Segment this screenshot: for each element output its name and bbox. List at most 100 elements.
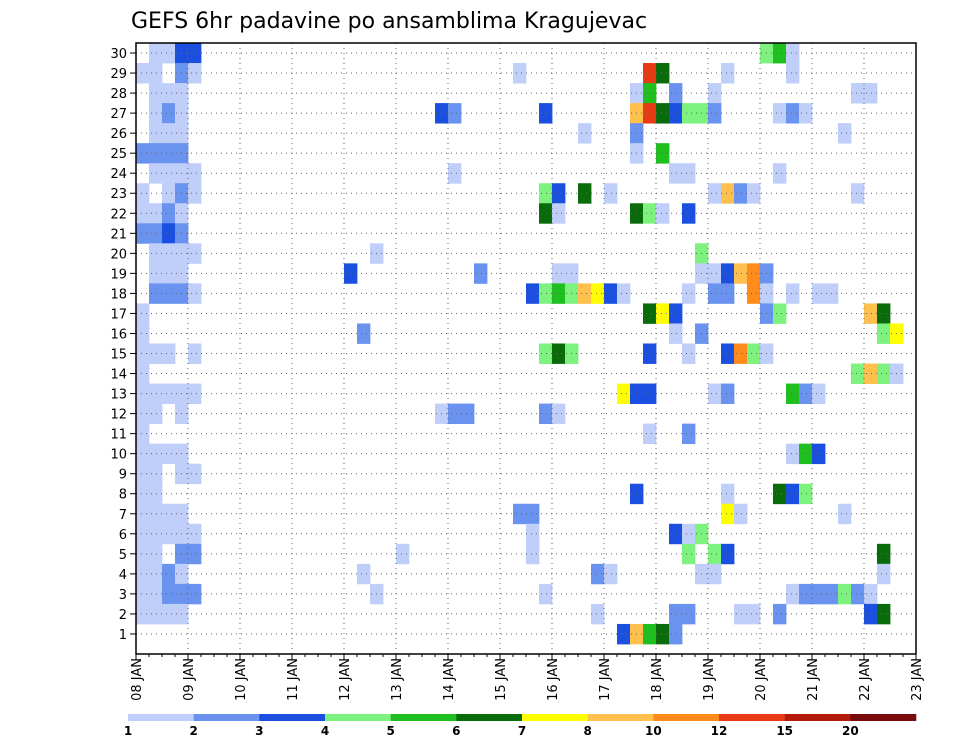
precip-cell	[877, 543, 891, 565]
precip-cell	[682, 283, 696, 304]
precip-cell	[149, 603, 163, 625]
precip-cell	[162, 583, 176, 605]
precip-cell	[448, 163, 462, 184]
precip-cell	[643, 103, 657, 124]
precip-cell	[136, 583, 150, 605]
y-tick-label: 6	[119, 528, 127, 543]
precip-cell	[591, 563, 605, 585]
precip-cell	[162, 243, 176, 264]
precip-cell	[669, 523, 683, 545]
precip-cell	[708, 383, 722, 404]
precip-cell	[838, 123, 852, 144]
precip-cell	[526, 543, 540, 565]
colorbar-label: 15	[776, 724, 793, 738]
precip-cell	[643, 63, 657, 84]
precip-cell	[149, 443, 163, 465]
precip-cell	[851, 83, 865, 104]
colorbar-swatch	[522, 714, 588, 721]
precip-cell	[136, 383, 150, 404]
y-tick-label: 5	[119, 548, 127, 563]
precip-cell	[812, 443, 826, 465]
precip-cell	[149, 123, 163, 144]
precip-cell	[682, 203, 696, 224]
precip-cell	[188, 523, 202, 545]
colorbar: 1 2 3 4 5 6 7 8 10 12 15 20	[124, 714, 917, 738]
precip-cell	[643, 383, 657, 404]
precip-cell	[747, 283, 761, 304]
precip-cell	[786, 63, 800, 84]
precip-cell	[552, 203, 566, 224]
precip-cell	[149, 243, 163, 264]
precip-cell	[188, 383, 202, 404]
y-tick-label: 7	[119, 508, 127, 523]
colorbar-label: 2	[189, 724, 197, 738]
precip-cell	[708, 563, 722, 585]
y-tick-label: 15	[110, 348, 127, 363]
precip-cell	[773, 483, 787, 505]
x-tick-label: 09 JAN	[182, 658, 197, 701]
precip-cell	[162, 503, 176, 525]
precip-cell	[786, 283, 800, 304]
x-tick-label: 18 JAN	[650, 658, 665, 701]
precip-cell	[188, 343, 202, 364]
precip-cell	[136, 63, 150, 84]
y-tick-label: 29	[110, 67, 127, 82]
colorbar-label: 10	[645, 724, 662, 738]
y-tick-label: 17	[110, 307, 127, 322]
precip-cell	[721, 503, 735, 525]
precip-cell	[539, 283, 553, 304]
y-tick-label: 8	[119, 488, 127, 503]
precip-cell	[786, 583, 800, 605]
precip-cell	[188, 463, 202, 485]
y-axis-ticks: 1234567891011121314151617181920212223242…	[110, 47, 136, 643]
precip-cell	[552, 263, 566, 284]
precip-cell	[812, 283, 826, 304]
precip-cell	[786, 43, 800, 64]
precip-cell	[721, 343, 735, 364]
y-tick-label: 3	[119, 588, 127, 603]
y-tick-label: 22	[110, 207, 127, 222]
precip-cell	[448, 103, 462, 124]
precip-cell	[136, 483, 150, 505]
precip-cell	[162, 603, 176, 625]
y-tick-label: 27	[110, 107, 127, 122]
precip-cell	[799, 103, 813, 124]
precip-cell	[864, 583, 878, 605]
precip-cell	[539, 103, 553, 124]
heatmap-cells	[136, 43, 904, 645]
precip-cell	[149, 343, 163, 364]
x-tick-label: 12 JAN	[338, 658, 353, 701]
precip-cell	[162, 283, 176, 304]
precip-cell	[149, 43, 163, 64]
precip-cell	[656, 143, 670, 164]
precip-cell	[669, 83, 683, 104]
precip-cell	[877, 323, 891, 344]
precip-cell	[773, 303, 787, 324]
precip-cell	[851, 363, 865, 384]
precip-cell	[617, 623, 631, 645]
precip-cell	[591, 283, 605, 304]
precip-cell	[578, 183, 592, 204]
colorbar-label: 8	[583, 724, 591, 738]
x-tick-label: 14 JAN	[442, 658, 457, 701]
y-tick-label: 25	[110, 147, 127, 162]
precip-cell	[656, 63, 670, 84]
precip-cell	[136, 423, 150, 445]
precip-cell	[136, 403, 150, 425]
colorbar-label: 3	[255, 724, 263, 738]
precip-cell	[461, 403, 475, 425]
chart-title: GEFS 6hr padavine po ansamblima Kragujev…	[131, 9, 647, 34]
precip-cell	[448, 403, 462, 425]
precip-cell	[864, 603, 878, 625]
precip-cell	[149, 543, 163, 565]
colorbar-swatch	[719, 714, 785, 721]
precip-cell	[773, 103, 787, 124]
precip-cell	[526, 283, 540, 304]
precip-cell	[656, 203, 670, 224]
precip-cell	[656, 623, 670, 645]
precip-cell	[747, 183, 761, 204]
y-tick-label: 14	[110, 368, 127, 383]
precip-cell	[747, 263, 761, 284]
precip-cell	[877, 363, 891, 384]
